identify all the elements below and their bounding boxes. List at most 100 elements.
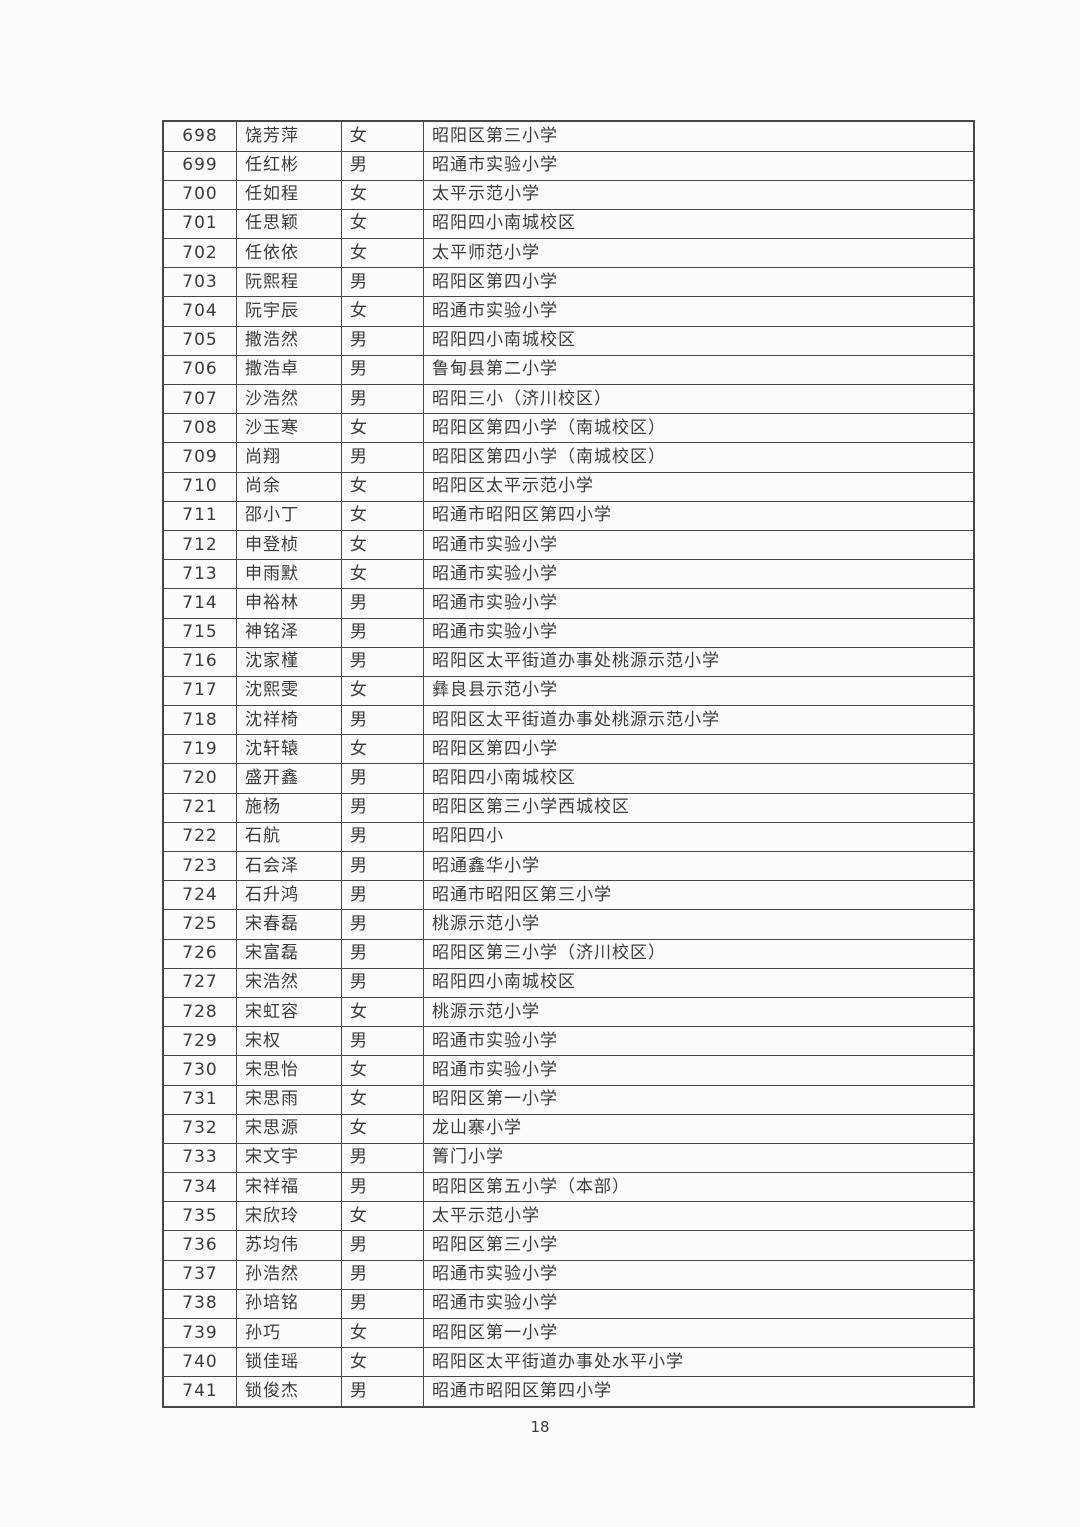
cell-school: 昭阳区第四小学 — [423, 267, 975, 298]
cell-name: 宋思源 — [236, 1113, 342, 1144]
cell-name: 宋文宇 — [236, 1142, 342, 1174]
cell-name: 邵小丁 — [236, 500, 342, 531]
cell-name: 沙玉寒 — [236, 413, 342, 444]
cell-school: 昭通市实验小学 — [423, 1288, 975, 1320]
cell-number: 704 — [162, 296, 237, 327]
cell-name: 沈轩辕 — [236, 734, 342, 765]
cell-gender: 女 — [341, 529, 424, 561]
cell-number: 714 — [162, 588, 237, 619]
cell-number: 706 — [162, 354, 237, 386]
cell-number: 728 — [162, 996, 237, 1028]
cell-gender: 女 — [341, 734, 424, 765]
cell-name: 撒浩然 — [236, 325, 342, 356]
table-row: 710 尚余女昭阳区太平示范小学 — [162, 471, 975, 502]
cell-gender: 男 — [341, 1376, 424, 1408]
cell-school: 昭通鑫华小学 — [423, 850, 975, 882]
cell-name: 申雨默 — [236, 559, 342, 590]
cell-number: 721 — [162, 792, 237, 823]
cell-gender: 女 — [341, 179, 424, 210]
cell-school: 昭阳区第一小学 — [423, 1317, 975, 1349]
cell-school: 昭阳区第三小学 — [423, 120, 975, 152]
cell-number: 699 — [162, 150, 237, 181]
cell-name: 宋思怡 — [236, 1055, 342, 1086]
cell-number: 716 — [162, 646, 237, 677]
table-row: 700 任如程女太平示范小学 — [162, 179, 975, 210]
cell-gender: 男 — [341, 792, 424, 823]
cell-number: 732 — [162, 1113, 237, 1144]
cell-gender: 男 — [341, 938, 424, 969]
cell-school: 昭通市实验小学 — [423, 1055, 975, 1086]
cell-name: 宋祥福 — [236, 1172, 342, 1203]
cell-school: 昭通市实验小学 — [423, 529, 975, 561]
cell-name: 尚余 — [236, 471, 342, 502]
cell-number: 734 — [162, 1172, 237, 1203]
table-row: 734 宋祥福男昭阳区第五小学（本部） — [162, 1172, 975, 1203]
table-row: 703 阮熙程男昭阳区第四小学 — [162, 267, 975, 298]
cell-name: 宋富磊 — [236, 938, 342, 969]
cell-number: 701 — [162, 208, 237, 240]
student-roster-table: 698 饶芳萍女昭阳区第三小学 699 任红彬男昭通市实验小学 700 任如程女太平示范小… — [162, 120, 975, 1408]
cell-school: 昭阳区第四小学 — [423, 734, 975, 765]
cell-name: 沈熙雯 — [236, 675, 342, 707]
table-row: 720 盛开鑫男昭阳四小南城校区 — [162, 763, 975, 794]
cell-number: 703 — [162, 267, 237, 298]
cell-school: 昭阳区太平街道办事处桃源示范小学 — [423, 646, 975, 677]
cell-gender: 女 — [341, 1055, 424, 1086]
cell-name: 孙浩然 — [236, 1259, 342, 1290]
cell-school: 龙山寨小学 — [423, 1113, 975, 1144]
cell-school: 鲁甸县第二小学 — [423, 354, 975, 386]
cell-name: 申裕林 — [236, 588, 342, 619]
table-row: 723 石会泽男昭通鑫华小学 — [162, 850, 975, 882]
cell-school: 昭阳区太平示范小学 — [423, 471, 975, 502]
table-row: 739 孙巧女昭阳区第一小学 — [162, 1317, 975, 1349]
cell-school: 太平示范小学 — [423, 179, 975, 210]
cell-name: 任红彬 — [236, 150, 342, 181]
cell-gender: 男 — [341, 588, 424, 619]
table-row: 707 沙浩然男昭阳三小（济川校区） — [162, 383, 975, 415]
table-row: 728 宋虹容女桃源示范小学 — [162, 996, 975, 1028]
cell-gender: 女 — [341, 208, 424, 240]
table-row: 712 申登桢女昭通市实验小学 — [162, 529, 975, 561]
cell-name: 任如程 — [236, 179, 342, 210]
table-row: 729 宋权男昭通市实验小学 — [162, 1026, 975, 1057]
cell-number: 712 — [162, 529, 237, 561]
student-roster-body: 698 饶芳萍女昭阳区第三小学 699 任红彬男昭通市实验小学 700 任如程女太平示范小… — [162, 120, 975, 1408]
cell-gender: 女 — [341, 413, 424, 444]
cell-school: 昭阳区第三小学 — [423, 1230, 975, 1261]
table-row: 719 沈轩辕女昭阳区第四小学 — [162, 734, 975, 765]
cell-gender: 男 — [341, 763, 424, 794]
table-row: 724 石升鸿男昭通市昭阳区第三小学 — [162, 880, 975, 911]
cell-school: 彝良县示范小学 — [423, 675, 975, 707]
cell-name: 任思颖 — [236, 208, 342, 240]
cell-school: 昭阳四小 — [423, 821, 975, 853]
cell-number: 723 — [162, 850, 237, 882]
cell-name: 宋权 — [236, 1026, 342, 1057]
cell-school: 昭阳区第三小学西城校区 — [423, 792, 975, 823]
cell-gender: 女 — [341, 500, 424, 531]
cell-school: 昭阳四小南城校区 — [423, 325, 975, 356]
table-row: 698 饶芳萍女昭阳区第三小学 — [162, 120, 975, 152]
table-row: 725 宋春磊男桃源示范小学 — [162, 909, 975, 940]
table-row: 705 撒浩然男昭阳四小南城校区 — [162, 325, 975, 356]
cell-name: 石会泽 — [236, 850, 342, 882]
cell-gender: 男 — [341, 1172, 424, 1203]
cell-school: 昭通市实验小学 — [423, 1259, 975, 1290]
cell-school: 箐门小学 — [423, 1142, 975, 1174]
table-row: 721 施杨男昭阳区第三小学西城校区 — [162, 792, 975, 823]
cell-number: 717 — [162, 675, 237, 707]
cell-number: 725 — [162, 909, 237, 940]
cell-school: 昭通市实验小学 — [423, 296, 975, 327]
cell-school: 昭通市昭阳区第三小学 — [423, 880, 975, 911]
cell-number: 739 — [162, 1317, 237, 1349]
table-row: 727 宋浩然男昭阳四小南城校区 — [162, 967, 975, 998]
cell-name: 申登桢 — [236, 529, 342, 561]
table-row: 726 宋富磊男昭阳区第三小学（济川校区） — [162, 938, 975, 969]
cell-gender: 男 — [341, 646, 424, 677]
table-row: 702 任依依女太平师范小学 — [162, 238, 975, 269]
cell-gender: 女 — [341, 471, 424, 502]
table-row: 738 孙培铭男昭通市实验小学 — [162, 1288, 975, 1320]
cell-gender: 男 — [341, 705, 424, 736]
table-row: 733 宋文宇男箐门小学 — [162, 1142, 975, 1174]
cell-gender: 男 — [341, 150, 424, 181]
